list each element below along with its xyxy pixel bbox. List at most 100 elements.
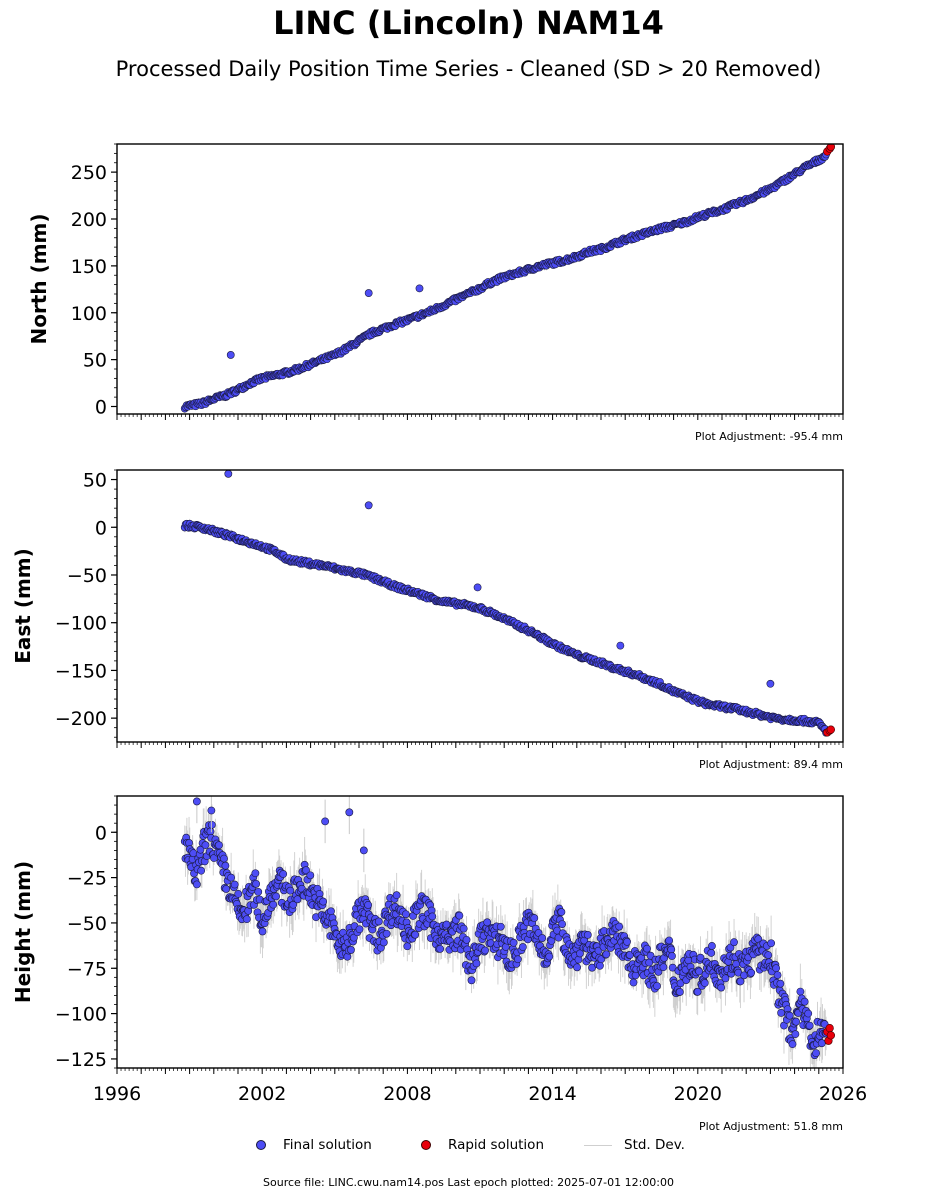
final-point	[700, 979, 709, 987]
rapid-point	[826, 725, 836, 734]
final-point	[668, 963, 677, 972]
y-tick-label: 50	[83, 470, 107, 492]
final-points-north	[180, 150, 830, 413]
final-point	[403, 942, 412, 951]
final-point	[459, 924, 468, 933]
final-point	[279, 870, 288, 878]
final-point	[721, 974, 730, 983]
final-point	[643, 944, 651, 953]
final-point	[659, 963, 668, 972]
final-point	[254, 887, 263, 896]
chart-title: LINC (Lincoln) NAM14	[273, 4, 664, 42]
y-tick-label: 200	[71, 209, 107, 231]
plot-adjustment-east: Plot Adjustment: 89.4 mm	[699, 758, 843, 771]
final-point	[788, 1040, 797, 1049]
final-point	[392, 891, 401, 900]
rapid-points-north	[823, 144, 835, 156]
final-point	[327, 907, 335, 916]
final-point	[258, 927, 267, 936]
final-point-outlier	[364, 289, 373, 297]
final-point	[509, 938, 518, 947]
final-point-outlier	[207, 806, 216, 815]
y-tick-label: −150	[55, 660, 107, 682]
final-point	[695, 967, 703, 976]
final-point	[796, 987, 805, 996]
final-point	[747, 968, 756, 977]
final-point	[201, 841, 210, 849]
y-tick-label: −25	[67, 868, 107, 890]
final-point	[269, 900, 278, 909]
final-point	[306, 871, 315, 880]
final-point	[736, 977, 745, 986]
final-point	[792, 1017, 800, 1026]
final-point	[501, 943, 510, 951]
rapid-points-east	[823, 725, 836, 737]
final-point	[791, 1030, 800, 1039]
y-tick-label: 100	[71, 303, 107, 325]
final-point	[708, 942, 716, 950]
final-point	[215, 841, 223, 850]
final-point-outlier	[321, 817, 330, 826]
final-point-outlier	[473, 583, 482, 592]
y-tick-label: −50	[67, 565, 107, 587]
final-point	[573, 963, 582, 972]
final-point-outlier	[766, 679, 775, 688]
y-tick-label: −100	[55, 1004, 107, 1026]
final-point	[538, 934, 547, 942]
final-point	[436, 944, 445, 953]
final-point	[227, 873, 236, 882]
y-axis-label-east: East (mm)	[11, 548, 35, 664]
final-point	[355, 925, 364, 934]
final-point	[530, 914, 539, 922]
final-point	[302, 866, 310, 875]
final-point	[717, 983, 726, 992]
final-point	[220, 854, 228, 863]
final-point	[653, 982, 661, 990]
final-point	[693, 987, 702, 996]
final-point-outlier	[364, 501, 373, 510]
final-point	[588, 963, 596, 972]
final-point	[615, 922, 624, 931]
rapid-point	[826, 144, 835, 151]
final-point	[222, 885, 231, 893]
final-point	[557, 908, 566, 916]
panel-east: 50 0 −50 −100 −150 −200 East (mm) Plot Adjustme…	[11, 469, 844, 771]
final-point	[252, 879, 260, 888]
final-point-outlier	[359, 846, 368, 855]
final-point	[483, 918, 492, 927]
final-point	[785, 1011, 794, 1020]
final-point	[481, 946, 489, 955]
final-point-outlier	[345, 808, 354, 817]
panel-north: 0 50 100 150 200 250 North (mm) Plot Adjustment…	[27, 143, 844, 443]
final-point	[772, 964, 781, 973]
final-point	[242, 915, 251, 924]
final-point	[293, 895, 302, 904]
final-point	[629, 978, 638, 987]
rapid-points-height	[823, 1024, 836, 1045]
final-point-outlier	[616, 641, 625, 650]
plot-area-east	[180, 470, 836, 737]
y-tick-label: 0	[95, 397, 107, 419]
final-point	[382, 929, 391, 938]
final-point	[349, 933, 358, 942]
y-tick-label: −125	[55, 1049, 107, 1071]
final-point	[545, 952, 554, 961]
final-points-east	[180, 470, 830, 737]
final-point	[645, 958, 654, 967]
final-point	[730, 938, 738, 947]
final-point	[472, 959, 481, 968]
rapid-point	[826, 1031, 836, 1040]
final-point-outlier	[192, 797, 201, 806]
final-point	[800, 997, 809, 1006]
final-point	[379, 938, 388, 947]
y-tick-label: 0	[95, 822, 107, 844]
final-point	[518, 943, 527, 951]
final-point	[764, 951, 773, 959]
final-point	[804, 1009, 813, 1018]
final-point	[596, 961, 604, 970]
final-point	[221, 861, 230, 870]
final-point	[192, 880, 201, 889]
y-tick-label: 0	[95, 517, 107, 539]
